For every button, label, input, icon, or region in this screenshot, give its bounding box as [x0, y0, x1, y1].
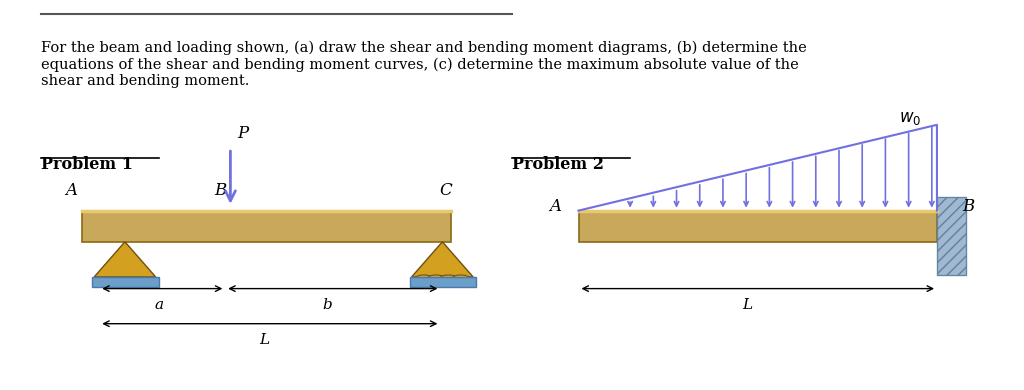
Text: B: B: [963, 198, 975, 215]
Text: Problem 1: Problem 1: [41, 156, 133, 173]
Circle shape: [453, 275, 469, 281]
Bar: [579, 211, 937, 242]
Polygon shape: [412, 242, 473, 277]
Text: Problem 2: Problem 2: [512, 156, 604, 173]
Text: $w_0$: $w_0$: [899, 110, 922, 127]
Text: A: A: [549, 198, 561, 215]
Bar: [82, 211, 451, 242]
Text: B: B: [214, 182, 226, 199]
Text: a: a: [155, 298, 163, 312]
Circle shape: [416, 275, 432, 281]
Circle shape: [428, 275, 444, 281]
Text: L: L: [742, 298, 753, 312]
Text: L: L: [259, 333, 269, 347]
Bar: [937, 197, 966, 275]
Bar: [410, 277, 476, 287]
Bar: [937, 197, 966, 275]
Text: For the beam and loading shown, (a) draw the shear and bending moment diagrams, : For the beam and loading shown, (a) draw…: [41, 41, 807, 88]
Text: P: P: [238, 125, 249, 142]
Polygon shape: [94, 242, 156, 277]
Text: C: C: [439, 182, 452, 199]
Text: b: b: [323, 298, 333, 312]
Text: A: A: [66, 182, 78, 199]
Bar: [92, 277, 159, 287]
Circle shape: [440, 275, 457, 281]
